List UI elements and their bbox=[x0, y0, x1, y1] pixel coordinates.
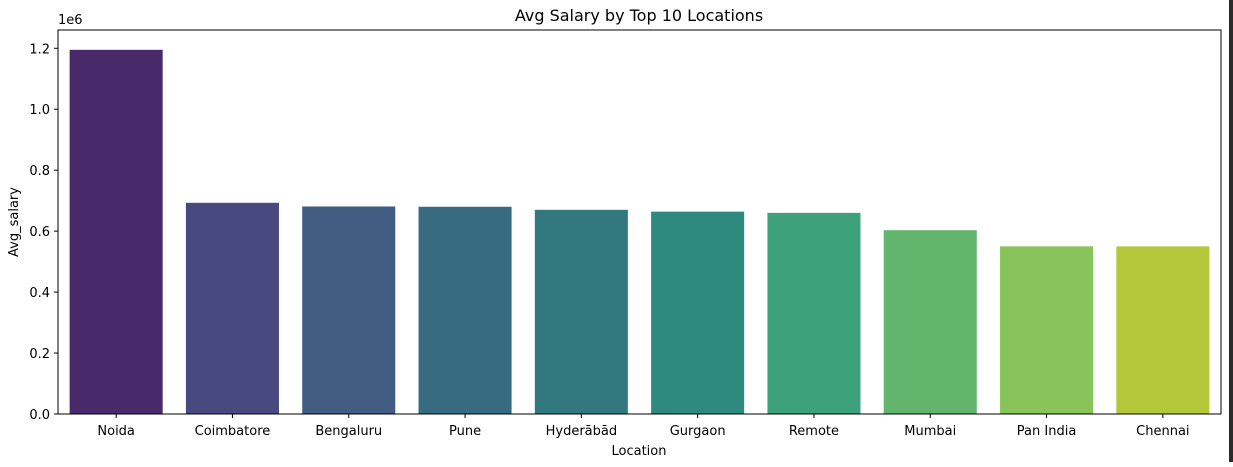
y-tick-label-5: 1.0 bbox=[29, 103, 50, 118]
y-tick-label-1: 0.2 bbox=[29, 347, 50, 362]
bar-7 bbox=[883, 230, 977, 414]
y-tick-label-0: 0.0 bbox=[29, 408, 50, 423]
bar-1 bbox=[185, 202, 279, 414]
bar-4 bbox=[534, 209, 628, 414]
bar-3 bbox=[418, 206, 512, 414]
x-tick-label-9: Chennai bbox=[1136, 424, 1189, 439]
x-tick-label-6: Remote bbox=[789, 424, 839, 439]
plot-frame bbox=[57, 29, 1222, 415]
x-tick-label-5: Gurgaon bbox=[670, 424, 726, 439]
bar-6 bbox=[767, 212, 861, 414]
y-tick-label-3: 0.6 bbox=[29, 225, 50, 240]
x-tick-label-8: Pan India bbox=[1017, 424, 1077, 439]
y-axis-label: Avg_salary bbox=[7, 187, 22, 257]
x-axis-label: Location bbox=[612, 444, 667, 459]
bar-0 bbox=[69, 49, 163, 415]
bar-8 bbox=[1000, 246, 1094, 414]
y-offset-label: 1e6 bbox=[58, 13, 83, 28]
x-tick-label-2: Bengaluru bbox=[315, 424, 382, 439]
x-tick-label-0: Noida bbox=[97, 424, 135, 439]
y-tick-label-4: 0.8 bbox=[29, 164, 50, 179]
window-edge bbox=[1229, 0, 1233, 462]
x-tick-label-7: Mumbai bbox=[904, 424, 956, 439]
x-tick-label-4: Hyderābād bbox=[546, 424, 618, 439]
x-tick-label-1: Coimbatore bbox=[195, 424, 271, 439]
y-ticks-group: 0.0 0.2 0.4 0.6 0.8 1.0 1.2 bbox=[29, 42, 58, 423]
x-tick-label-3: Pune bbox=[449, 424, 481, 439]
bar-5 bbox=[651, 211, 745, 414]
bar-9 bbox=[1116, 246, 1210, 414]
y-tick-label-6: 1.2 bbox=[29, 42, 50, 57]
bar-2 bbox=[302, 206, 396, 414]
chart-title: Avg Salary by Top 10 Locations bbox=[515, 6, 763, 25]
y-tick-label-2: 0.4 bbox=[29, 286, 50, 301]
bars-group bbox=[69, 49, 1210, 415]
x-ticks-group: Noida Coimbatore Bengaluru Pune Hyderābād Gur… bbox=[97, 414, 1190, 439]
